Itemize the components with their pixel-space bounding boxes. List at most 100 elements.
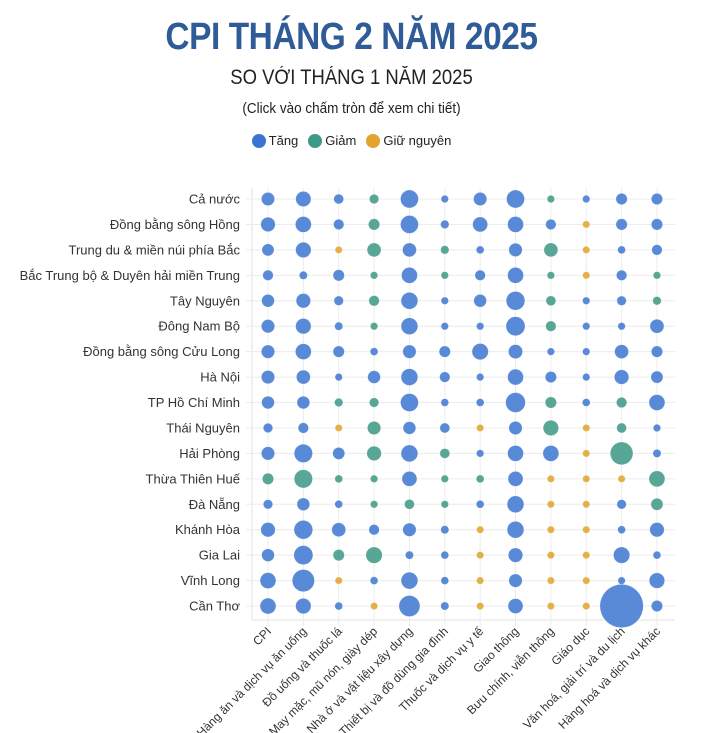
bubble[interactable]: Tây Nguyên – Đồ uống và thuốc lá: 0.1 bbox=[333, 295, 344, 306]
bubble[interactable]: Tây Nguyên – Nhà ở và vật liệu xây dựng:… bbox=[400, 292, 419, 310]
bubble[interactable]: Vĩnh Long – CPI: 0.6 bbox=[259, 572, 277, 589]
bubble[interactable]: TP Hồ Chí Minh – Văn hoá, giải trí và du… bbox=[616, 397, 628, 409]
bubble[interactable]: Đà Nẵng – Hàng ăn và dịch vụ ăn uống: 0.… bbox=[296, 497, 310, 511]
bubble[interactable]: Hà Nội – Hàng hoá và dịch vụ khác: 0.25 bbox=[650, 370, 664, 384]
bubble[interactable]: Thừa Thiên Huế – Văn hoá, giải trí và du… bbox=[617, 474, 626, 483]
bubble[interactable]: Đồng bằng sông Hồng – Giáo dục: 0 bbox=[582, 220, 591, 229]
bubble[interactable]: Thừa Thiên Huế – Hàng hoá và dịch vụ khá… bbox=[648, 470, 666, 488]
bubble[interactable]: Thừa Thiên Huế – CPI: -0.2 bbox=[262, 472, 274, 485]
bubble[interactable]: Đồng bằng sông Hồng – Thiết bị và đồ dùn… bbox=[440, 219, 450, 229]
bubble[interactable]: Đà Nẵng – Nhà ở và vật liệu xây dựng: -0… bbox=[404, 499, 415, 510]
bubble[interactable]: Thái Nguyên – Bưu chính, viễn thông: -0.… bbox=[542, 419, 559, 436]
bubble[interactable]: Cả nước – Nhà ở và vật liệu xây dựng: 0.… bbox=[400, 189, 419, 209]
bubble[interactable]: Cần Thơ – Thuốc và dịch vụ y tế: 0 bbox=[476, 602, 485, 610]
bubble[interactable]: Thái Nguyên – Văn hoá, giải trí và du lị… bbox=[616, 422, 627, 434]
bubble[interactable]: Cả nước – Văn hoá, giải trí và du lịch: … bbox=[615, 193, 628, 205]
bubble[interactable]: TP Hồ Chí Minh – May mặc, mũ nón, giày d… bbox=[369, 397, 380, 408]
bubble[interactable]: Đồng bằng sông Hồng – Giao thông: 0.6 bbox=[507, 216, 524, 233]
bubble[interactable]: Gia Lai – Nhà ở và vật liệu xây dựng: 0.… bbox=[405, 550, 414, 560]
bubble[interactable]: Đông Nam Bộ – Giáo dục: 0.03 bbox=[582, 322, 591, 331]
bubble[interactable]: Đà Nẵng – May mặc, mũ nón, giày dép: -0.… bbox=[370, 500, 379, 509]
bubble[interactable]: Bắc Trung bộ & Duyên hải miền Trung – Ma… bbox=[370, 271, 379, 280]
bubble[interactable]: Trung du & miền núi phía Bắc – Nhà ở và … bbox=[402, 242, 417, 258]
bubble[interactable]: Đông Nam Bộ – Nhà ở và vật liệu xây dựng… bbox=[400, 317, 419, 335]
bubble[interactable]: Bắc Trung bộ & Duyên hải miền Trung – Vă… bbox=[616, 269, 628, 281]
bubble[interactable]: Thái Nguyên – Thuốc và dịch vụ y tế: 0 bbox=[476, 424, 485, 432]
bubble[interactable]: Cả nước – CPI: 0.34 bbox=[261, 192, 275, 206]
bubble[interactable]: Thái Nguyên – May mặc, mũ nón, giày dép:… bbox=[367, 421, 382, 435]
bubble[interactable]: Khánh Hòa – Hàng hoá và dịch vụ khác: 0.… bbox=[649, 522, 665, 538]
legend-item-down[interactable]: Giảm bbox=[308, 133, 356, 148]
bubble[interactable]: TP Hồ Chí Minh – Giáo dục: 0.04 bbox=[582, 398, 591, 407]
bubble[interactable]: Tây Nguyên – Hàng hoá và dịch vụ khác: -… bbox=[652, 296, 662, 306]
bubble[interactable]: Vĩnh Long – Hàng ăn và dịch vụ ăn uống: … bbox=[291, 569, 315, 592]
bubble[interactable]: Cả nước – Thuốc và dịch vụ y tế: 0.34 bbox=[473, 192, 488, 206]
bubble[interactable]: Bắc Trung bộ & Duyên hải miền Trung – Th… bbox=[474, 269, 486, 281]
bubble[interactable]: Thừa Thiên Huế – Thiết bị và đồ dùng gia… bbox=[440, 474, 449, 483]
bubble[interactable]: Thái Nguyên – Giao thông: 0.35 bbox=[508, 421, 523, 435]
bubble[interactable]: Đông Nam Bộ – Giao thông: 1 bbox=[505, 316, 526, 337]
bubble[interactable]: Bắc Trung bộ & Duyên hải miền Trung – Hà… bbox=[298, 270, 308, 280]
bubble[interactable]: Trung du & miền núi phía Bắc – Thuốc và … bbox=[475, 245, 485, 255]
bubble[interactable]: Khánh Hòa – Văn hoá, giải trí và du lịch… bbox=[617, 525, 626, 534]
bubble[interactable]: Vĩnh Long – Nhà ở và vật liệu xây dựng: … bbox=[400, 571, 419, 590]
bubble[interactable]: Hải Phòng – Văn hoá, giải trí và du lịch… bbox=[609, 441, 634, 466]
bubble[interactable]: Đà Nẵng – Hàng hoá và dịch vụ khác: -0.2… bbox=[650, 497, 664, 511]
bubble[interactable]: Cần Thơ – Hàng ăn và dịch vụ ăn uống: 0.… bbox=[295, 598, 312, 615]
bubble[interactable]: Hải Phòng – Giao thông: 0.6 bbox=[507, 445, 524, 462]
bubble[interactable]: Thái Nguyên – Thiết bị và đồ dùng gia đì… bbox=[439, 422, 451, 434]
bubble[interactable]: Cả nước – Giao thông: 0.85 bbox=[506, 189, 525, 209]
bubble[interactable]: Cần Thơ – Văn hoá, giải trí và du lịch: … bbox=[599, 584, 644, 629]
bubble[interactable]: Hải Phòng – CPI: 0.35 bbox=[261, 446, 275, 461]
bubble[interactable]: Đà Nẵng – Thiết bị và đồ dùng gia đình: … bbox=[440, 500, 449, 509]
bubble[interactable]: Đồng bằng sông Cửu Long – Bưu chính, viễ… bbox=[546, 347, 555, 356]
bubble[interactable]: Gia Lai – Hàng ăn và dịch vụ ăn uống: 1 bbox=[293, 545, 314, 565]
bubble[interactable]: Đông Nam Bộ – Thuốc và dịch vụ y tế: 0.0… bbox=[476, 322, 485, 331]
bubble[interactable]: Cần Thơ – Giáo dục: 0 bbox=[582, 602, 591, 610]
bubble[interactable]: Vĩnh Long – Đồ uống và thuốc lá: 0 bbox=[334, 576, 343, 585]
legend-item-up[interactable]: Tăng bbox=[251, 133, 298, 148]
bubble[interactable]: Tây Nguyên – Thuốc và dịch vụ y tế: 0.3 bbox=[473, 294, 487, 308]
bubble[interactable]: Hải Phòng – May mặc, mũ nón, giày dép: -… bbox=[366, 445, 382, 461]
bubble[interactable]: Thừa Thiên Huế – Hàng ăn và dịch vụ ăn u… bbox=[293, 469, 313, 489]
bubble[interactable]: Trung du & miền núi phía Bắc – Giao thôn… bbox=[508, 242, 523, 257]
bubble[interactable]: Hải Phòng – Hàng ăn và dịch vụ ăn uống: … bbox=[293, 443, 313, 463]
bubble[interactable]: Tây Nguyên – Văn hoá, giải trí và du lịc… bbox=[616, 295, 627, 306]
bubble[interactable]: Khánh Hòa – Giao thông: 0.7 bbox=[506, 521, 525, 539]
bubble[interactable]: Tây Nguyên – Giáo dục: 0.03 bbox=[582, 296, 591, 305]
bubble[interactable]: Vĩnh Long – Thuốc và dịch vụ y tế: 0 bbox=[476, 576, 485, 585]
bubble[interactable]: Thái Nguyên – Giáo dục: 0 bbox=[582, 424, 591, 432]
bubble[interactable]: Đồng bằng sông Hồng – Bưu chính, viễn th… bbox=[545, 218, 557, 230]
bubble[interactable]: Đà Nẵng – Giáo dục: 0 bbox=[582, 500, 591, 509]
bubble[interactable]: Vĩnh Long – May mặc, mũ nón, giày dép: 0… bbox=[369, 576, 379, 585]
bubble[interactable]: Hà Nội – Thuốc và dịch vụ y tế: 0.03 bbox=[476, 373, 485, 382]
bubble[interactable]: Vĩnh Long – Giáo dục: 0 bbox=[582, 576, 591, 585]
bubble[interactable]: Gia Lai – Bưu chính, viễn thông: 0 bbox=[546, 551, 555, 560]
bubble[interactable]: Cả nước – Giáo dục: 0.03 bbox=[582, 194, 591, 204]
bubble[interactable]: Cần Thơ – Thiết bị và đồ dùng gia đình: … bbox=[440, 601, 450, 611]
bubble[interactable]: Trung du & miền núi phía Bắc – Hàng hoá … bbox=[651, 244, 663, 256]
bubble[interactable]: Bắc Trung bộ & Duyên hải miền Trung – Gi… bbox=[582, 271, 591, 280]
bubble[interactable]: Cả nước – Bưu chính, viễn thông: -0.03 bbox=[546, 194, 555, 204]
bubble[interactable]: Đồng bằng sông Cửu Long – Đồ uống và thu… bbox=[332, 345, 345, 358]
bubble[interactable]: Cả nước – Thiết bị và đồ dùng gia đình: … bbox=[440, 194, 449, 204]
bubble[interactable]: Khánh Hòa – Đồ uống và thuốc lá: 0.4 bbox=[331, 522, 346, 537]
bubble[interactable]: Trung du & miền núi phía Bắc – Đồ uống v… bbox=[334, 245, 343, 254]
bubble[interactable]: Đông Nam Bộ – May mặc, mũ nón, giày dép:… bbox=[370, 322, 379, 331]
bubble[interactable]: Đà Nẵng – Bưu chính, viễn thông: 0 bbox=[546, 500, 555, 509]
bubble[interactable]: Đồng bằng sông Cửu Long – Văn hoá, giải … bbox=[614, 344, 629, 359]
bubble[interactable]: TP Hồ Chí Minh – Giao thông: 1.1 bbox=[505, 392, 526, 413]
bubble[interactable]: Hải Phòng – Thuốc và dịch vụ y tế: 0.03 bbox=[476, 449, 485, 458]
bubble[interactable]: Đông Nam Bộ – Đồ uống và thuốc lá: 0.05 bbox=[334, 321, 344, 331]
bubble[interactable]: Gia Lai – Thuốc và dịch vụ y tế: 0 bbox=[476, 551, 485, 560]
bubble[interactable]: Hà Nội – Đồ uống và thuốc lá: 0.03 bbox=[334, 373, 343, 382]
bubble[interactable]: Đồng bằng sông Cửu Long – Thuốc và dịch … bbox=[471, 343, 489, 361]
bubble[interactable]: Đồng bằng sông Cửu Long – Giao thông: 0.… bbox=[508, 344, 523, 359]
bubble[interactable]: Khánh Hòa – Nhà ở và vật liệu xây dựng: … bbox=[402, 522, 417, 537]
bubble[interactable]: Đà Nẵng – Giao thông: 0.7 bbox=[506, 495, 525, 513]
bubble[interactable]: Đông Nam Bộ – Thiết bị và đồ dùng gia đì… bbox=[440, 322, 449, 331]
bubble[interactable]: Đồng bằng sông Hồng – Hàng hoá và dịch v… bbox=[651, 218, 663, 231]
bubble[interactable]: Thái Nguyên – Hàng ăn và dịch vụ ăn uống… bbox=[297, 422, 309, 434]
bubble[interactable]: Thừa Thiên Huế – Giao thông: 0.5 bbox=[507, 471, 524, 487]
bubble[interactable]: Đông Nam Bộ – CPI: 0.35 bbox=[261, 319, 275, 334]
